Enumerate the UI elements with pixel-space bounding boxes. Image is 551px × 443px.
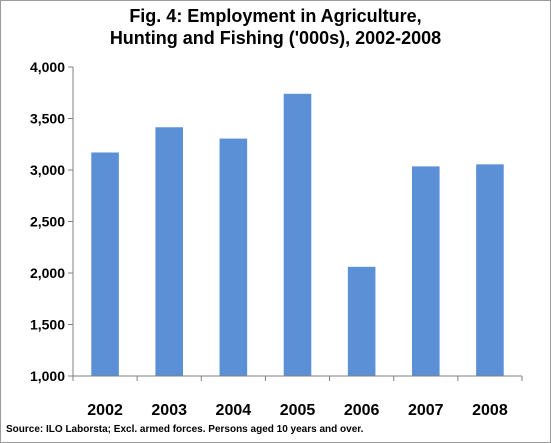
bar-2008 [476,164,504,376]
x-tick-label: 2006 [344,402,380,419]
source-note: Source: ILO Laborsta; Excl. armed forces… [6,424,364,435]
chart-title-line-2: Hunting and Fishing ('000s), 2002-2008 [109,28,442,48]
bar-2004 [219,138,248,376]
y-tick-label: 1,000 [30,368,65,384]
bar-2007 [411,166,440,376]
y-tick-label: 2,500 [30,214,65,230]
y-tick-label: 3,500 [30,111,65,127]
x-tick-label: 2003 [151,402,187,419]
x-tick-label: 2005 [280,402,316,419]
x-tick-label: 2007 [408,402,444,419]
y-tick-label: 4,000 [30,59,65,75]
bar-2006 [347,266,376,376]
bar-2003 [155,127,184,376]
y-tick-label: 3,000 [30,162,65,178]
x-tick-label: 2008 [472,402,508,419]
x-tick-label: 2004 [216,402,252,419]
bar-2002 [91,152,119,376]
x-tick-label: 2002 [87,402,123,419]
chart-title-line-1: Fig. 4: Employment in Agriculture, [129,6,422,26]
y-axis: 1,000 1,500 2,000 2,500 3,000 3,500 4,000 [30,59,74,384]
bar-2005 [283,93,312,376]
x-axis: 2002 2003 2004 2005 2006 2007 2008 [72,375,523,419]
chart-title: Fig. 4: Employment in Agriculture, Hunti… [1,5,550,49]
y-tick-label: 2,000 [30,265,65,281]
bars [91,93,504,376]
y-tick-label: 1,500 [30,317,65,333]
